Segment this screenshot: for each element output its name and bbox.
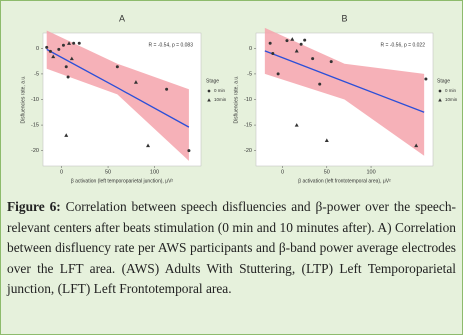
y-tick-label: -15 — [31, 123, 39, 129]
x-axis-label: β activation (left frontotemporal area),… — [298, 178, 391, 184]
legend-symbol — [207, 89, 211, 93]
y-tick-label: -5 — [34, 71, 39, 77]
y-tick-label: -15 — [244, 123, 252, 129]
x-tick-label: 100 — [366, 169, 375, 175]
point — [285, 39, 289, 43]
point — [133, 80, 138, 84]
annotation: R = -0.54, p = 0.083 — [149, 42, 194, 48]
point — [115, 65, 119, 69]
y-tick-label: -10 — [244, 97, 252, 103]
y-tick-label: 0 — [36, 46, 39, 52]
y-tick-label: -10 — [31, 97, 39, 103]
point — [324, 138, 329, 143]
annotation: R = -0.56, p = 0.022 — [381, 42, 426, 48]
point — [303, 38, 307, 42]
point — [294, 123, 299, 127]
x-tick-label: 100 — [150, 169, 159, 175]
legend-symbol — [438, 98, 442, 102]
x-axis-label: β activation (left temporoparietal junct… — [71, 178, 174, 184]
y-axis-label: Disfluencies rate, a.u. — [20, 75, 26, 123]
point — [290, 37, 295, 41]
legend-title: Stage — [437, 78, 450, 84]
point — [329, 60, 333, 64]
legend-label: 0 min — [214, 88, 226, 93]
point — [72, 41, 76, 45]
point — [318, 82, 322, 86]
confidence-band — [264, 27, 425, 156]
point — [77, 41, 81, 45]
y-tick-label: -5 — [247, 71, 252, 77]
x-tick-label: 50 — [105, 169, 111, 175]
point — [414, 143, 419, 148]
plots: A R = -0.54, p = 0.083 0 -5 -10 -15 -20 0 50 100 β… — [20, 13, 458, 184]
x-tick-label: 0 — [281, 169, 284, 175]
legend-symbol — [207, 98, 211, 102]
x-tick-label: 0 — [60, 169, 63, 175]
point — [51, 54, 56, 59]
point — [271, 51, 275, 55]
point — [299, 42, 303, 46]
point — [61, 43, 65, 47]
y-tick-label: 0 — [249, 46, 252, 52]
legend-label: 0 min — [445, 88, 457, 93]
point — [276, 72, 280, 76]
point — [69, 56, 74, 61]
y-axis-label: Disfluencies rate, a.u. — [233, 75, 239, 123]
caption-text: Correlation between speech disfluencies … — [7, 199, 456, 296]
point — [57, 47, 61, 51]
point — [67, 41, 72, 45]
fit-line — [264, 50, 425, 113]
panel-title: A — [119, 13, 125, 23]
point — [66, 75, 70, 79]
point — [146, 143, 151, 148]
point — [165, 87, 169, 91]
point — [48, 49, 52, 53]
y-tick-label: -20 — [244, 148, 252, 154]
caption: Figure 6: Correlation between speech dis… — [7, 197, 456, 300]
confidence-band — [46, 30, 189, 161]
legend-label: 10min — [214, 97, 227, 102]
panel-title: B — [341, 13, 347, 23]
caption-label: Figure 6: — [7, 199, 61, 214]
point — [268, 41, 272, 45]
point — [424, 77, 428, 81]
legend-symbol — [438, 89, 442, 93]
point — [187, 149, 191, 153]
point — [294, 48, 299, 53]
x-tick-label: 50 — [324, 169, 330, 175]
legend-title: Stage — [206, 78, 219, 84]
point — [64, 65, 68, 69]
y-tick-label: -20 — [31, 148, 39, 154]
legend-label: 10min — [445, 97, 458, 102]
point — [311, 57, 315, 61]
fit-line — [46, 48, 190, 128]
point — [64, 133, 69, 137]
point — [45, 45, 49, 49]
